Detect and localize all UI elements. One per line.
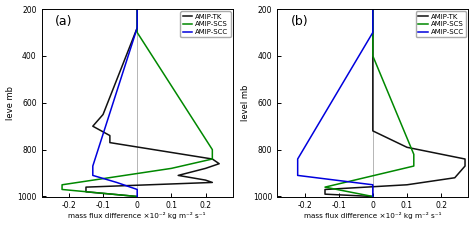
X-axis label: mass flux difference ×10⁻² kg m⁻² s⁻¹: mass flux difference ×10⁻² kg m⁻² s⁻¹ bbox=[68, 212, 206, 219]
AMIP-SCC bbox=[134, 195, 140, 198]
X-axis label: mass flux difference ×10⁻² kg m⁻² s⁻¹: mass flux difference ×10⁻² kg m⁻² s⁻¹ bbox=[304, 212, 442, 219]
AMIP-SCC bbox=[295, 158, 301, 160]
Line: AMIP-SCS: AMIP-SCS bbox=[325, 9, 414, 196]
Line: AMIP-TK: AMIP-TK bbox=[325, 9, 465, 196]
AMIP-SCS bbox=[59, 183, 65, 186]
AMIP-SCS bbox=[370, 55, 376, 57]
AMIP-TK bbox=[216, 162, 222, 165]
Y-axis label: level mb: level mb bbox=[241, 85, 250, 121]
AMIP-SCC bbox=[90, 174, 96, 177]
AMIP-TK bbox=[134, 195, 140, 198]
AMIP-TK bbox=[210, 158, 215, 160]
Legend: AMIP-TK, AMIP-SCS, AMIP-SCC: AMIP-TK, AMIP-SCS, AMIP-SCC bbox=[416, 11, 466, 38]
Line: AMIP-SCC: AMIP-SCC bbox=[93, 9, 137, 196]
AMIP-TK bbox=[370, 195, 376, 198]
AMIP-SCS bbox=[210, 148, 215, 151]
AMIP-SCS bbox=[134, 195, 140, 198]
AMIP-TK bbox=[83, 186, 89, 189]
AMIP-SCS bbox=[134, 8, 140, 10]
AMIP-TK bbox=[210, 181, 215, 184]
Y-axis label: leve mb: leve mb bbox=[6, 86, 15, 120]
AMIP-SCS bbox=[134, 31, 140, 34]
AMIP-TK bbox=[203, 179, 209, 181]
AMIP-SCC bbox=[370, 31, 376, 34]
AMIP-TK bbox=[203, 167, 209, 170]
AMIP-TK bbox=[404, 183, 410, 186]
AMIP-SCS bbox=[411, 165, 417, 167]
AMIP-SCC bbox=[370, 195, 376, 198]
AMIP-SCS bbox=[210, 158, 215, 160]
AMIP-TK bbox=[322, 193, 328, 196]
AMIP-SCC bbox=[134, 8, 140, 10]
Line: AMIP-SCC: AMIP-SCC bbox=[298, 9, 373, 196]
AMIP-SCS bbox=[59, 188, 65, 191]
AMIP-SCS bbox=[370, 195, 376, 198]
AMIP-TK bbox=[322, 188, 328, 191]
AMIP-SCS bbox=[322, 186, 328, 189]
AMIP-TK bbox=[175, 174, 181, 177]
AMIP-SCC bbox=[370, 8, 376, 10]
AMIP-TK bbox=[452, 176, 457, 179]
AMIP-SCC bbox=[370, 183, 376, 186]
Text: (b): (b) bbox=[291, 15, 308, 28]
AMIP-TK bbox=[134, 8, 140, 10]
AMIP-TK bbox=[404, 146, 410, 149]
AMIP-TK bbox=[370, 8, 376, 10]
AMIP-SCS bbox=[411, 153, 417, 156]
AMIP-SCC bbox=[134, 188, 140, 191]
AMIP-TK bbox=[100, 113, 106, 116]
AMIP-SCS bbox=[169, 167, 174, 170]
Line: AMIP-TK: AMIP-TK bbox=[86, 9, 219, 196]
Line: AMIP-SCS: AMIP-SCS bbox=[62, 9, 212, 196]
AMIP-TK bbox=[90, 125, 96, 128]
AMIP-TK bbox=[370, 130, 376, 132]
AMIP-TK bbox=[83, 191, 89, 193]
AMIP-TK bbox=[370, 31, 376, 34]
AMIP-SCC bbox=[134, 27, 140, 29]
AMIP-SCC bbox=[114, 181, 119, 184]
AMIP-TK bbox=[462, 165, 468, 167]
AMIP-SCS bbox=[370, 8, 376, 10]
Text: (a): (a) bbox=[55, 15, 73, 28]
AMIP-SCC bbox=[90, 165, 96, 167]
AMIP-TK bbox=[134, 27, 140, 29]
AMIP-TK bbox=[107, 134, 113, 137]
AMIP-TK bbox=[462, 158, 468, 160]
Legend: AMIP-TK, AMIP-SCS, AMIP-SCC: AMIP-TK, AMIP-SCS, AMIP-SCC bbox=[180, 11, 231, 38]
AMIP-TK bbox=[107, 141, 113, 144]
AMIP-SCC bbox=[295, 174, 301, 177]
